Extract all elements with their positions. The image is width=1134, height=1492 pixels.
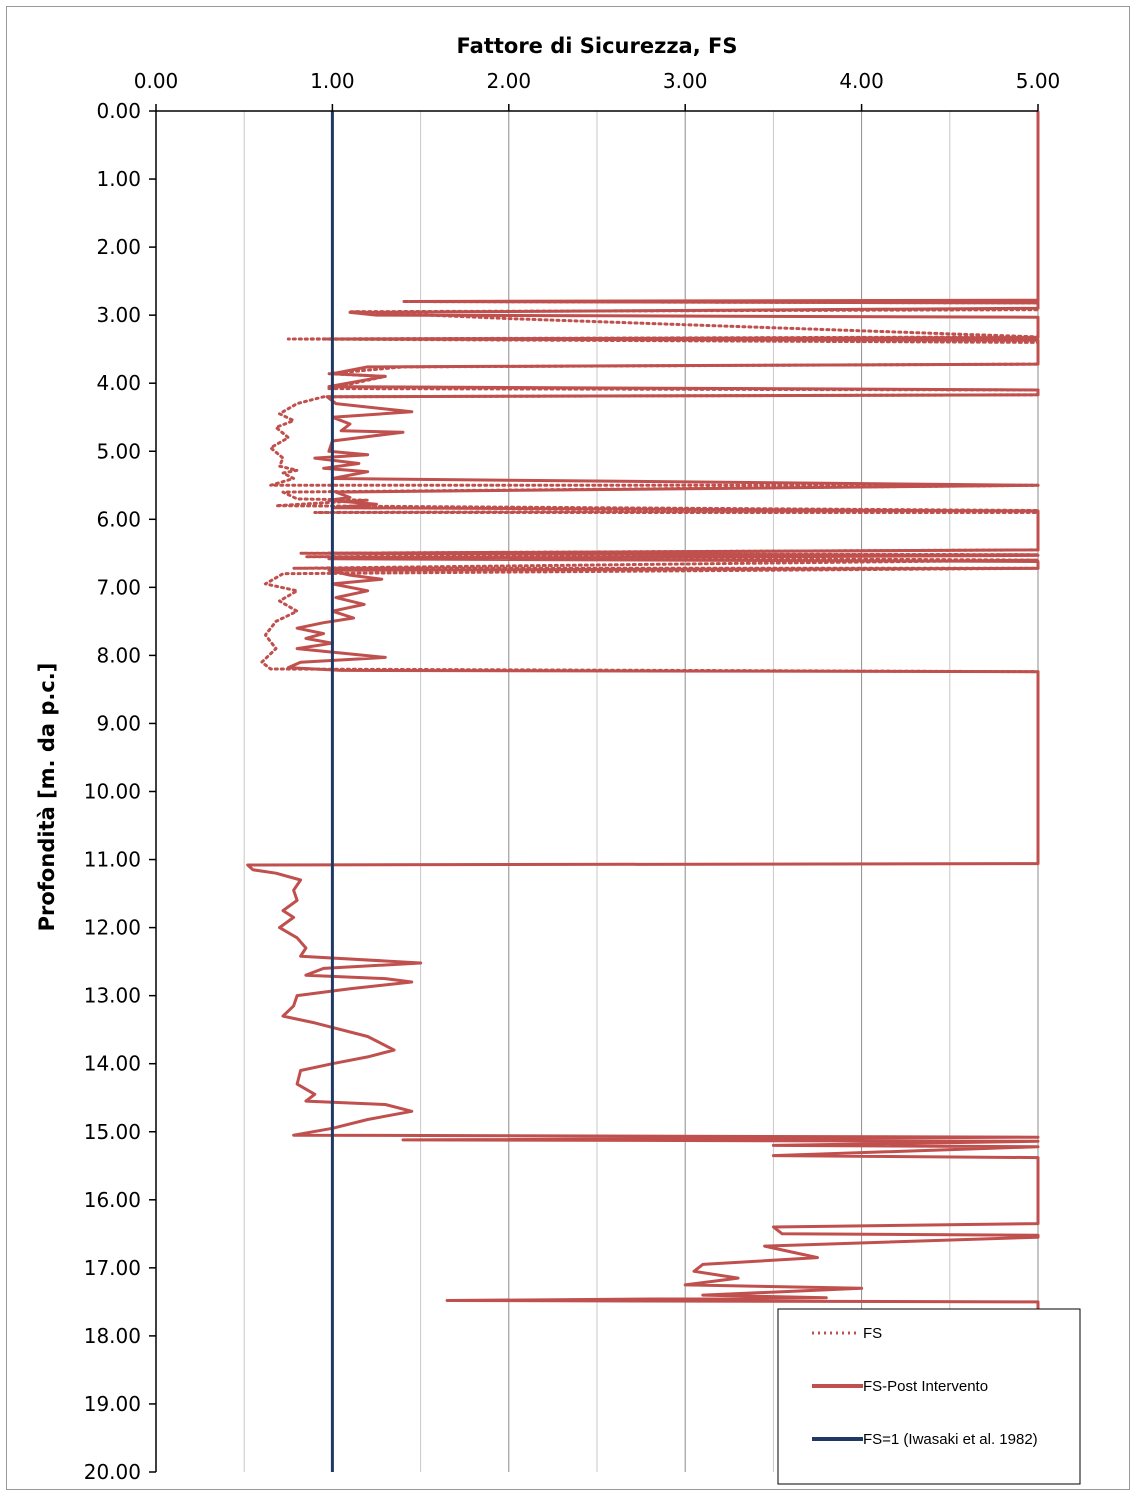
x-tick-label: 1.00 [310,69,355,93]
legend: FS FS-Post Intervento FS=1 (Iwasaki et a… [777,1308,1081,1485]
y-tick-label: 4.00 [96,371,141,395]
y-tick-label: 8.00 [96,643,141,667]
y-tick-label: 11.00 [84,848,141,872]
y-tick-label: 7.00 [96,575,141,599]
y-tick-label: 0.00 [96,99,141,123]
x-axis-title: Fattore di Sicurezza, FS [457,34,738,58]
series-fs-post-intervento-line [246,111,1040,1472]
y-tick-label: 10.00 [84,780,141,804]
x-tick-label: 5.00 [1016,69,1061,93]
y-tick-label: 13.00 [84,984,141,1008]
y-tick-label: 18.00 [84,1324,141,1348]
x-tick-label: 0.00 [134,69,179,93]
y-tick-label: 2.00 [96,235,141,259]
series-layer [246,111,1040,1472]
y-tick-label: 14.00 [84,1052,141,1076]
chart-frame: 0.00 1.00 2.00 3.00 4.00 5.00 0.00 1.00 2.00 3.00… [6,6,1130,1490]
axis-layer: 0.00 1.00 2.00 3.00 4.00 5.00 0.00 1.00 2.00 3.00… [84,69,1061,1484]
x-tick-label: 2.00 [487,69,532,93]
chart-svg: 0.00 1.00 2.00 3.00 4.00 5.00 0.00 1.00 2.00 3.00… [35,34,1081,1485]
y-tick-label: 1.00 [96,167,141,191]
y-tick-label: 6.00 [96,507,141,531]
y-tick-label: 19.00 [84,1392,141,1416]
y-tick-label: 20.00 [84,1460,141,1484]
y-tick-label: 12.00 [84,916,141,940]
y-tick-label: 16.00 [84,1188,141,1212]
x-tick-label: 3.00 [663,69,708,93]
legend-label-fs-post-intervento: FS-Post Intervento [863,1378,988,1395]
y-tick-label: 3.00 [96,303,141,327]
x-tick-label: 4.00 [839,69,884,93]
legend-label-fs1-iwasaki: FS=1 (Iwasaki et al. 1982) [863,1431,1038,1448]
y-tick-label: 17.00 [84,1256,141,1280]
y-tick-label: 9.00 [96,711,141,735]
legend-label-fs: FS [863,1325,882,1342]
y-tick-label: 5.00 [96,439,141,463]
y-axis-title: Profondità [m. da p.c.] [35,663,59,932]
y-tick-label: 15.00 [84,1120,141,1144]
legend-box [777,1308,1081,1485]
